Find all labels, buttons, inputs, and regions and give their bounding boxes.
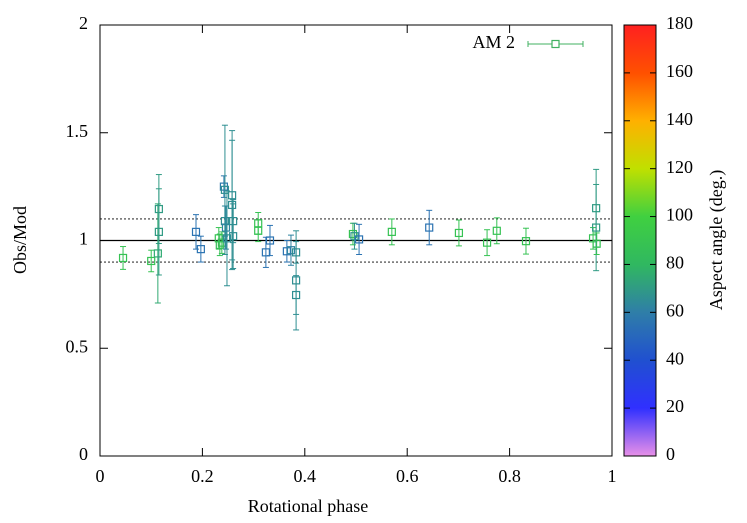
marker xyxy=(348,229,358,239)
marker xyxy=(229,232,238,241)
colorbar-tick-label: 40 xyxy=(666,348,684,368)
point xyxy=(196,235,205,263)
marker xyxy=(354,235,364,244)
marker xyxy=(265,236,275,245)
colorbar-tick-label: 160 xyxy=(666,61,693,81)
marker xyxy=(153,249,162,258)
colorbar-tick-label: 120 xyxy=(666,157,693,177)
y-tick-label: 0.5 xyxy=(66,336,89,356)
marker xyxy=(154,227,163,236)
colorbar-tick-label: 0 xyxy=(666,444,675,464)
marker xyxy=(492,226,501,235)
colorbar-label: Aspect angle (deg.) xyxy=(706,170,727,310)
point xyxy=(153,203,162,304)
colorbar-tick-label: 180 xyxy=(666,13,693,33)
marker xyxy=(227,200,237,210)
point xyxy=(592,183,601,272)
marker xyxy=(592,239,601,248)
marker xyxy=(222,234,232,243)
point xyxy=(154,188,163,276)
x-tick-label: 0.6 xyxy=(396,466,419,486)
marker xyxy=(425,223,434,232)
point xyxy=(254,219,263,243)
point xyxy=(521,227,531,255)
point xyxy=(350,222,359,250)
colorbar-tick-label: 80 xyxy=(666,253,684,273)
x-tick-label: 1 xyxy=(608,466,617,486)
point xyxy=(227,139,237,271)
point xyxy=(286,234,296,266)
point xyxy=(425,209,434,246)
point xyxy=(592,232,601,256)
marker xyxy=(482,238,492,247)
legend-label: AM 2 xyxy=(472,32,515,52)
marker xyxy=(118,253,128,263)
point xyxy=(387,218,396,246)
marker xyxy=(215,240,224,249)
point xyxy=(222,190,232,287)
point xyxy=(191,214,201,250)
point xyxy=(454,219,464,247)
y-tick-label: 0 xyxy=(79,444,88,464)
colorbar-tick-label: 100 xyxy=(666,205,693,225)
marker xyxy=(521,237,531,246)
point xyxy=(147,249,156,273)
point xyxy=(118,246,128,270)
marker xyxy=(454,228,464,238)
marker xyxy=(286,246,296,255)
marker xyxy=(196,245,205,254)
point xyxy=(229,203,238,270)
marker xyxy=(191,227,201,236)
y-tick-label: 2 xyxy=(79,13,88,33)
marker xyxy=(261,248,270,257)
y-axis-label: Obs/Mod xyxy=(10,206,30,274)
point xyxy=(354,223,364,256)
y-tick-label: 1 xyxy=(79,229,88,249)
point xyxy=(482,229,492,257)
colorbar-tick-label: 60 xyxy=(666,300,684,320)
marker xyxy=(387,227,396,236)
point xyxy=(492,217,501,245)
point xyxy=(265,224,275,257)
marker xyxy=(221,223,231,232)
x-tick-label: 0.4 xyxy=(294,466,317,486)
marker xyxy=(291,290,301,300)
x-tick-label: 0.8 xyxy=(498,466,521,486)
marker xyxy=(254,226,263,235)
legend-marker xyxy=(551,39,560,49)
marker xyxy=(147,256,156,266)
plot-frame xyxy=(99,24,613,457)
marker xyxy=(220,185,230,194)
colorbar xyxy=(623,24,657,457)
colorbar-tick-label: 140 xyxy=(666,109,693,129)
x-axis-label: Rotational phase xyxy=(248,496,368,516)
y-tick-label: 1.5 xyxy=(66,121,89,141)
point xyxy=(291,275,301,315)
colorbar-tick-label: 20 xyxy=(666,396,684,416)
marker xyxy=(592,223,601,232)
x-tick-label: 0 xyxy=(96,466,105,486)
x-tick-label: 0.2 xyxy=(191,466,214,486)
